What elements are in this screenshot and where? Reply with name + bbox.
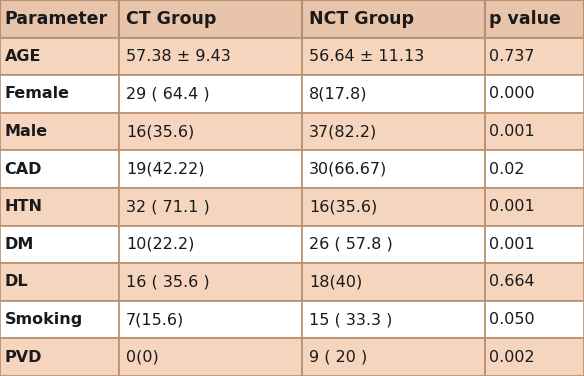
Text: 9 ( 20 ): 9 ( 20 )	[309, 350, 367, 365]
Bar	[0, 150, 119, 188]
Bar	[0, 338, 119, 376]
Text: 0.737: 0.737	[488, 49, 534, 64]
Text: 37(82.2): 37(82.2)	[309, 124, 377, 139]
Text: PVD: PVD	[5, 350, 42, 365]
Text: p value: p value	[488, 10, 561, 28]
Bar	[119, 301, 301, 338]
Text: 16(35.6): 16(35.6)	[126, 124, 194, 139]
Text: 56.64 ± 11.13: 56.64 ± 11.13	[309, 49, 424, 64]
Bar	[485, 301, 584, 338]
Text: AGE: AGE	[5, 49, 41, 64]
Text: 0.001: 0.001	[488, 124, 534, 139]
Text: Male: Male	[5, 124, 48, 139]
Text: 32 ( 71.1 ): 32 ( 71.1 )	[126, 199, 210, 214]
Bar	[485, 338, 584, 376]
Text: 29 ( 64.4 ): 29 ( 64.4 )	[126, 86, 210, 102]
Text: 19(42.22): 19(42.22)	[126, 162, 204, 177]
Text: 10(22.2): 10(22.2)	[126, 237, 194, 252]
Bar	[0, 188, 119, 226]
Text: 57.38 ± 9.43: 57.38 ± 9.43	[126, 49, 231, 64]
Bar	[301, 0, 485, 38]
Text: 0.001: 0.001	[488, 237, 534, 252]
Text: 16 ( 35.6 ): 16 ( 35.6 )	[126, 274, 210, 290]
Bar	[485, 188, 584, 226]
Bar	[119, 338, 301, 376]
Bar	[119, 38, 301, 75]
Text: 7(15.6): 7(15.6)	[126, 312, 185, 327]
Text: 30(66.67): 30(66.67)	[309, 162, 387, 177]
Bar	[119, 0, 301, 38]
Text: 26 ( 57.8 ): 26 ( 57.8 )	[309, 237, 392, 252]
Bar	[485, 75, 584, 113]
Bar	[0, 263, 119, 301]
Text: 18(40): 18(40)	[309, 274, 362, 290]
Text: Smoking: Smoking	[5, 312, 83, 327]
Bar	[485, 226, 584, 263]
Text: Parameter: Parameter	[5, 10, 108, 28]
Text: HTN: HTN	[5, 199, 43, 214]
Text: 0.001: 0.001	[488, 199, 534, 214]
Bar	[485, 113, 584, 150]
Bar	[119, 263, 301, 301]
Bar	[0, 0, 119, 38]
Bar	[485, 0, 584, 38]
Bar	[119, 150, 301, 188]
Bar	[301, 301, 485, 338]
Bar	[301, 75, 485, 113]
Text: 15 ( 33.3 ): 15 ( 33.3 )	[309, 312, 392, 327]
Bar	[301, 150, 485, 188]
Bar	[0, 301, 119, 338]
Text: DM: DM	[5, 237, 34, 252]
Text: NCT Group: NCT Group	[309, 10, 414, 28]
Text: 8(17.8): 8(17.8)	[309, 86, 367, 102]
Bar	[0, 75, 119, 113]
Bar	[485, 150, 584, 188]
Bar	[301, 263, 485, 301]
Text: 0.050: 0.050	[488, 312, 534, 327]
Bar	[485, 38, 584, 75]
Text: DL: DL	[5, 274, 29, 290]
Bar	[301, 188, 485, 226]
Text: 0.000: 0.000	[488, 86, 534, 102]
Text: 16(35.6): 16(35.6)	[309, 199, 377, 214]
Bar	[119, 113, 301, 150]
Text: 0.664: 0.664	[488, 274, 534, 290]
Bar	[119, 188, 301, 226]
Bar	[301, 38, 485, 75]
Bar	[119, 75, 301, 113]
Bar	[301, 338, 485, 376]
Bar	[0, 226, 119, 263]
Text: 0(0): 0(0)	[126, 350, 159, 365]
Text: 0.002: 0.002	[488, 350, 534, 365]
Bar	[485, 263, 584, 301]
Text: CAD: CAD	[5, 162, 42, 177]
Text: 0.02: 0.02	[488, 162, 524, 177]
Bar	[0, 113, 119, 150]
Bar	[0, 38, 119, 75]
Text: Female: Female	[5, 86, 69, 102]
Bar	[301, 226, 485, 263]
Bar	[301, 113, 485, 150]
Text: CT Group: CT Group	[126, 10, 217, 28]
Bar	[119, 226, 301, 263]
